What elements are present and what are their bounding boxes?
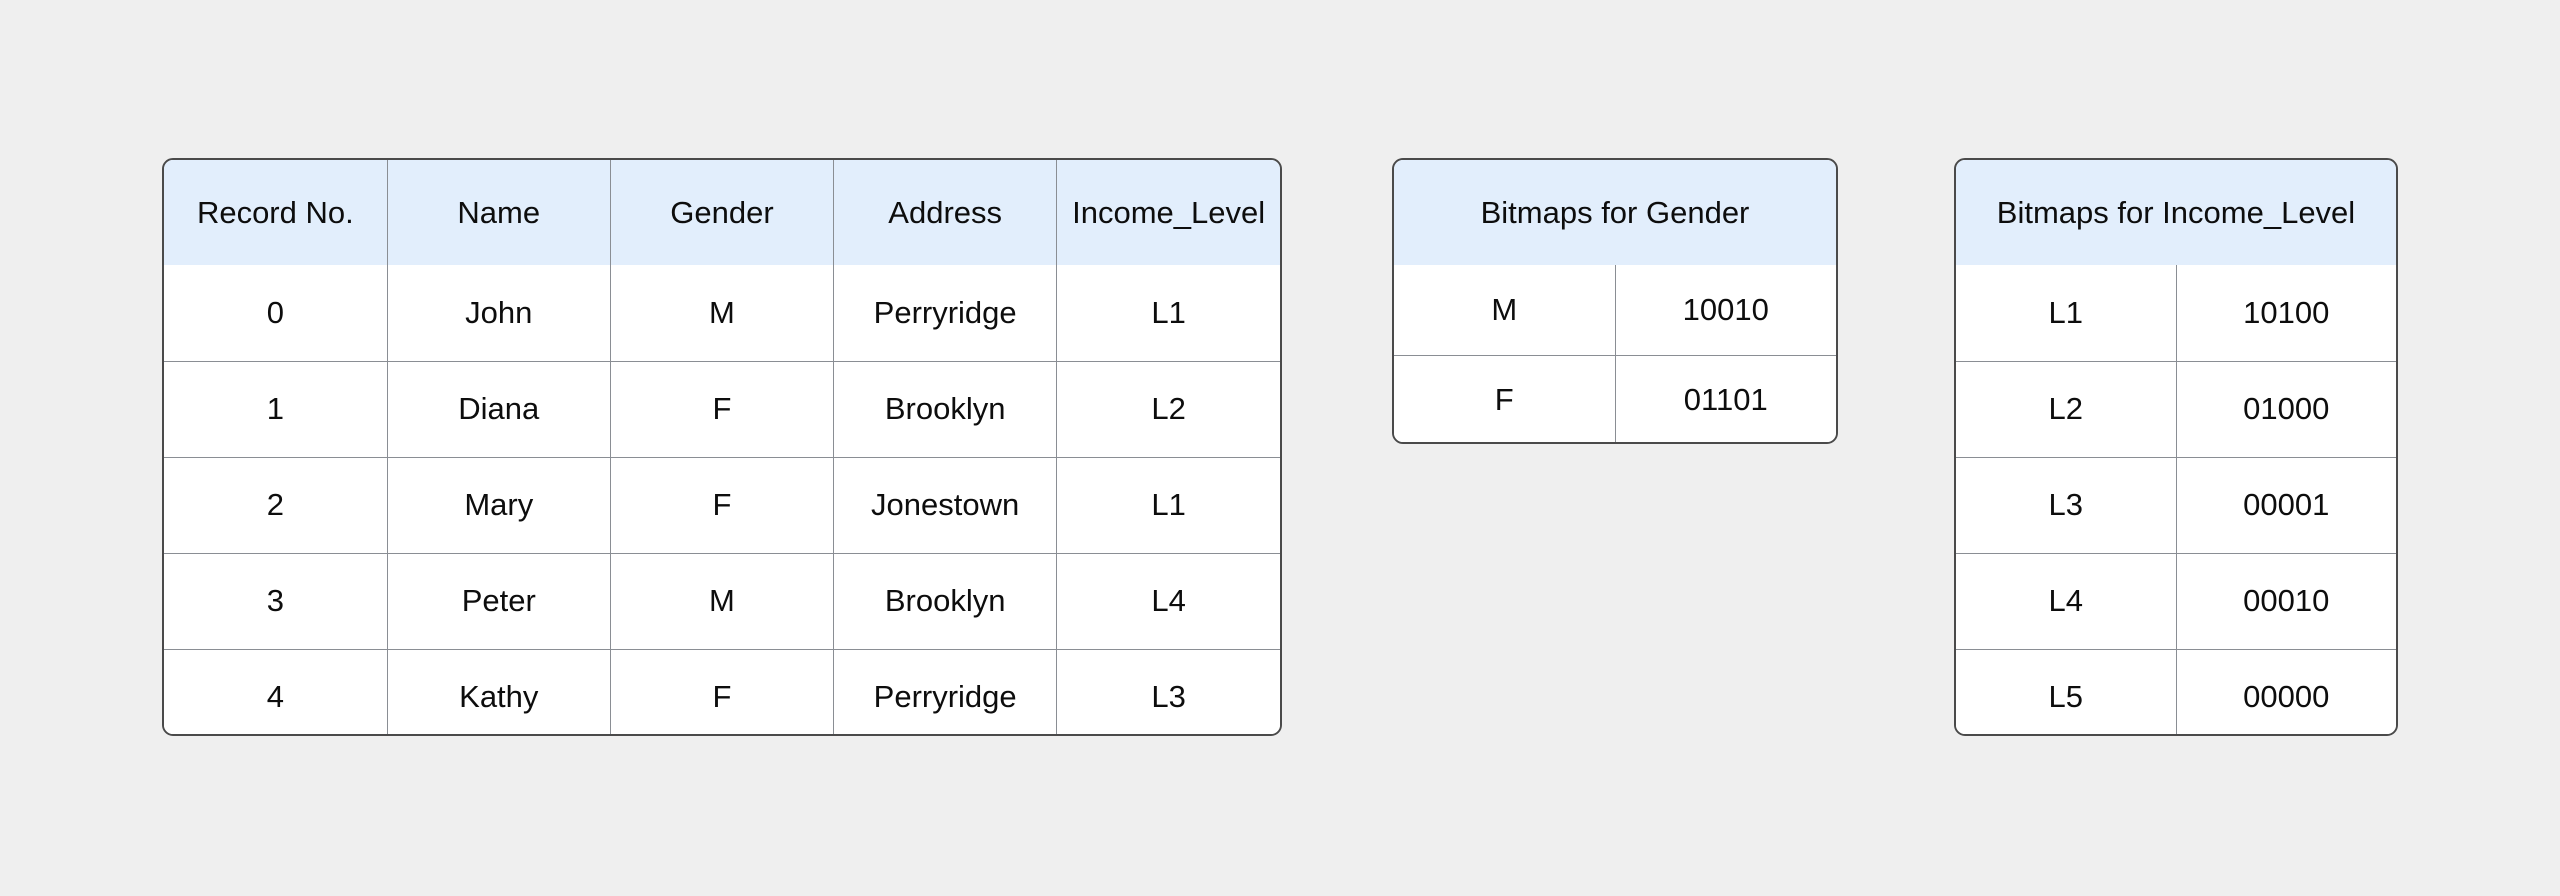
cell-income-value: L5 bbox=[1956, 649, 2177, 734]
cell-address: Jonestown bbox=[833, 457, 1058, 554]
cell-income-bitmap: 00010 bbox=[2176, 553, 2396, 650]
cell-gender: F bbox=[610, 457, 835, 554]
gender-bitmap-head: Bitmaps for Gender bbox=[1394, 160, 1836, 265]
table-row: 1 Diana F Brooklyn L2 bbox=[164, 361, 1280, 458]
income-bitmap-title: Bitmaps for Income_Level bbox=[1956, 160, 2396, 265]
cell-gender: M bbox=[610, 265, 835, 362]
income-bitmap-body: L1 10100 L2 01000 L3 00001 L4 00010 L5 bbox=[1956, 265, 2396, 734]
cell-name: Peter bbox=[387, 553, 611, 650]
cell-address: Perryridge bbox=[833, 649, 1058, 734]
cell-income-value: L4 bbox=[1956, 553, 2177, 650]
cell-name: John bbox=[387, 265, 611, 362]
cell-income-level: L1 bbox=[1056, 265, 1280, 362]
cell-income-value: L2 bbox=[1956, 361, 2177, 458]
cell-gender: F bbox=[610, 361, 835, 458]
records-table: Record No. Name Gender Address Income_Le… bbox=[162, 158, 1282, 736]
gender-bitmap-body: M 10010 F 01101 bbox=[1394, 265, 1836, 442]
cell-income-bitmap: 00001 bbox=[2176, 457, 2396, 554]
column-header-record-no: Record No. bbox=[164, 160, 388, 265]
records-table-head: Record No. Name Gender Address Income_Le… bbox=[164, 160, 1280, 265]
cell-income-value: L1 bbox=[1956, 265, 2177, 362]
cell-gender: F bbox=[610, 649, 835, 734]
cell-address: Brooklyn bbox=[833, 553, 1058, 650]
table-header-row: Bitmaps for Gender bbox=[1394, 160, 1836, 265]
cell-gender-value: M bbox=[1394, 265, 1616, 356]
cell-income-level: L1 bbox=[1056, 457, 1280, 554]
gender-bitmap-grid: Bitmaps for Gender M 10010 F 01101 bbox=[1394, 160, 1836, 442]
cell-income-bitmap: 01000 bbox=[2176, 361, 2396, 458]
cell-address: Perryridge bbox=[833, 265, 1058, 362]
cell-income-level: L2 bbox=[1056, 361, 1280, 458]
cell-name: Kathy bbox=[387, 649, 611, 734]
table-row: L5 00000 bbox=[1956, 649, 2396, 734]
cell-income-level: L3 bbox=[1056, 649, 1280, 734]
table-row: 4 Kathy F Perryridge L3 bbox=[164, 649, 1280, 734]
cell-record-no: 3 bbox=[164, 553, 388, 650]
cell-gender: M bbox=[610, 553, 835, 650]
gender-bitmap-table: Bitmaps for Gender M 10010 F 01101 bbox=[1392, 158, 1838, 444]
table-row: M 10010 bbox=[1394, 265, 1836, 356]
table-row: F 01101 bbox=[1394, 355, 1836, 442]
table-row: L2 01000 bbox=[1956, 361, 2396, 458]
table-header-row: Record No. Name Gender Address Income_Le… bbox=[164, 160, 1280, 265]
income-level-bitmap-table: Bitmaps for Income_Level L1 10100 L2 010… bbox=[1954, 158, 2398, 736]
cell-record-no: 2 bbox=[164, 457, 388, 554]
cell-gender-bitmap: 01101 bbox=[1615, 355, 1836, 442]
table-row: L4 00010 bbox=[1956, 553, 2396, 650]
table-row: L3 00001 bbox=[1956, 457, 2396, 554]
income-bitmap-grid: Bitmaps for Income_Level L1 10100 L2 010… bbox=[1956, 160, 2396, 734]
cell-gender-bitmap: 10010 bbox=[1615, 265, 1836, 356]
cell-name: Diana bbox=[387, 361, 611, 458]
income-bitmap-head: Bitmaps for Income_Level bbox=[1956, 160, 2396, 265]
column-header-name: Name bbox=[387, 160, 611, 265]
cell-address: Brooklyn bbox=[833, 361, 1058, 458]
cell-income-value: L3 bbox=[1956, 457, 2177, 554]
table-row: 0 John M Perryridge L1 bbox=[164, 265, 1280, 362]
records-table-grid: Record No. Name Gender Address Income_Le… bbox=[164, 160, 1280, 734]
cell-record-no: 4 bbox=[164, 649, 388, 734]
cell-record-no: 1 bbox=[164, 361, 388, 458]
table-row: L1 10100 bbox=[1956, 265, 2396, 362]
column-header-address: Address bbox=[833, 160, 1058, 265]
gender-bitmap-title: Bitmaps for Gender bbox=[1394, 160, 1836, 265]
cell-income-bitmap: 10100 bbox=[2176, 265, 2396, 362]
table-row: 2 Mary F Jonestown L1 bbox=[164, 457, 1280, 554]
column-header-income-level: Income_Level bbox=[1056, 160, 1280, 265]
cell-record-no: 0 bbox=[164, 265, 388, 362]
cell-name: Mary bbox=[387, 457, 611, 554]
cell-income-bitmap: 00000 bbox=[2176, 649, 2396, 734]
table-header-row: Bitmaps for Income_Level bbox=[1956, 160, 2396, 265]
cell-gender-value: F bbox=[1394, 355, 1616, 442]
column-header-gender: Gender bbox=[610, 160, 835, 265]
records-table-body: 0 John M Perryridge L1 1 Diana F Brookly… bbox=[164, 265, 1280, 734]
table-row: 3 Peter M Brooklyn L4 bbox=[164, 553, 1280, 650]
cell-income-level: L4 bbox=[1056, 553, 1280, 650]
